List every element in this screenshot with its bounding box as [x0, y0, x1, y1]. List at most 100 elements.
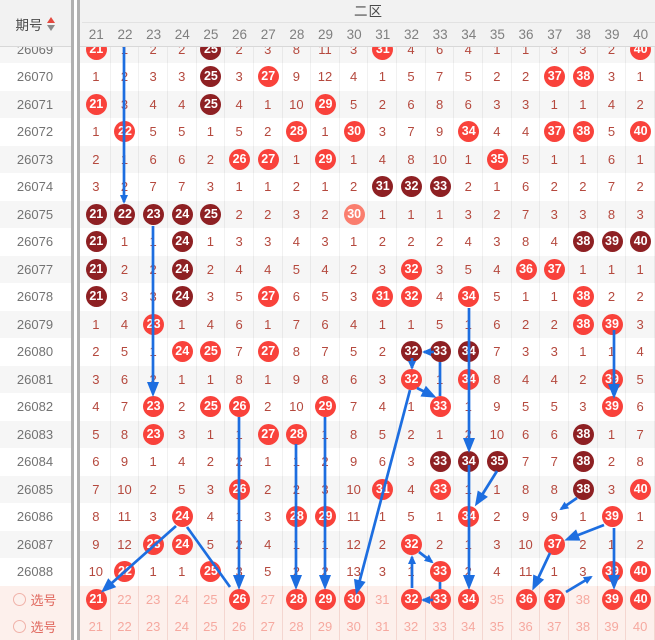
pick-cell-37[interactable]: 37: [540, 585, 570, 613]
pick-row-radio[interactable]: [13, 620, 27, 634]
ball-30[interactable]: 30: [343, 588, 365, 610]
ball-32: 32: [400, 258, 422, 280]
ball-36[interactable]: 36: [515, 588, 537, 610]
ball-dark-24: 24: [171, 231, 193, 253]
trend-cell: 3: [569, 47, 598, 63]
column-header-22: 22: [117, 27, 133, 42]
ball-25: 25: [200, 561, 222, 583]
pick-cell-25[interactable]: 25: [197, 613, 226, 640]
ball-29[interactable]: 29: [315, 588, 336, 610]
trend-cell: 4: [426, 283, 455, 311]
trend-cell: 23: [139, 420, 168, 448]
trend-cell: 38: [569, 475, 598, 503]
trend-cell: 1: [454, 145, 484, 173]
trend-cell: 3: [512, 90, 541, 118]
pick-cell-34[interactable]: 34: [454, 613, 484, 640]
pick-cell-38[interactable]: 38: [569, 585, 598, 613]
pick-cell-39[interactable]: 39: [598, 585, 627, 613]
trend-cell: 38: [569, 228, 598, 256]
ball-39[interactable]: 39: [601, 588, 623, 610]
trend-cell: 34: [454, 503, 484, 531]
pick-cell-37[interactable]: 37: [540, 613, 570, 640]
trend-cell: 2: [82, 145, 111, 173]
trend-cell: 25: [197, 200, 226, 228]
issue-label-26088: 26088: [16, 564, 54, 579]
trend-cell: 3: [168, 63, 197, 91]
pick-cell-29[interactable]: 29: [311, 613, 340, 640]
pick-cell-33[interactable]: 33: [426, 585, 455, 613]
pick-cell-28[interactable]: 28: [283, 613, 312, 640]
trend-cell: 38: [569, 63, 598, 91]
column-header-29: 29: [317, 27, 334, 42]
pick-cell-22[interactable]: 22: [111, 613, 140, 640]
pick-cell-30[interactable]: 30: [340, 613, 369, 640]
issue-column-sort-header[interactable]: 期号: [0, 0, 70, 47]
trend-cell: 35: [483, 448, 512, 476]
trend-cell: 7: [311, 338, 340, 366]
ball-39: 39: [601, 561, 623, 583]
pick-cell-32[interactable]: 32: [397, 585, 426, 613]
pick-cell-28[interactable]: 28: [283, 585, 312, 613]
pick-cell-23[interactable]: 23: [139, 585, 168, 613]
pick-cell-29[interactable]: 29: [311, 585, 340, 613]
pick-cell-35[interactable]: 35: [483, 613, 512, 640]
ball-37[interactable]: 37: [544, 588, 566, 610]
trend-cell: 1: [369, 503, 398, 531]
ball-34[interactable]: 34: [458, 588, 480, 610]
pick-cell-34[interactable]: 34: [454, 585, 484, 613]
trend-cell: 8: [311, 365, 340, 393]
ball-40[interactable]: 40: [630, 588, 652, 610]
pick-cell-25[interactable]: 25: [197, 585, 226, 613]
ball-33[interactable]: 33: [429, 588, 451, 610]
trend-cell: 21: [82, 47, 111, 63]
issue-label-26073: 26073: [16, 151, 54, 167]
trend-cell: 27: [254, 63, 283, 91]
pick-cell-33[interactable]: 33: [426, 613, 455, 640]
pick-cell-24[interactable]: 24: [168, 613, 197, 640]
trend-cell: 1: [197, 118, 226, 146]
pick-cell-31[interactable]: 31: [369, 613, 398, 640]
pick-cell-27[interactable]: 27: [254, 613, 283, 640]
pick-cell-38[interactable]: 38: [569, 613, 598, 640]
pane-splitter[interactable]: [71, 0, 80, 640]
sort-desc-icon[interactable]: [46, 24, 55, 31]
trend-cell: 7: [340, 393, 369, 421]
pick-cell-36[interactable]: 36: [512, 585, 541, 613]
ball-dark-25: 25: [200, 47, 222, 60]
pick-cell-26[interactable]: 26: [225, 613, 254, 640]
trend-cell: 8: [598, 200, 627, 228]
trend-cell: 24: [168, 255, 197, 283]
pick-cell-26[interactable]: 26: [225, 585, 254, 613]
trend-cell: 7: [626, 420, 655, 448]
pick-row-radio[interactable]: [13, 592, 27, 606]
ball-26[interactable]: 26: [229, 588, 251, 610]
pick-cell-39[interactable]: 39: [598, 613, 627, 640]
trend-cell: 4: [340, 310, 369, 338]
pick-cell-23[interactable]: 23: [139, 613, 168, 640]
trend-cell: 2: [483, 503, 512, 531]
trend-cell: 2: [82, 338, 111, 366]
pick-cell-40[interactable]: 40: [626, 613, 655, 640]
sort-asc-icon[interactable]: [46, 16, 55, 23]
ball-28: 28: [286, 121, 308, 143]
ball-29: 29: [315, 506, 336, 528]
pick-cell-36[interactable]: 36: [512, 613, 541, 640]
pick-cell-22[interactable]: 22: [111, 585, 140, 613]
ball-21[interactable]: 21: [85, 588, 107, 610]
ball-39: 39: [601, 368, 623, 390]
pick-cell-24[interactable]: 24: [168, 585, 197, 613]
ball-32[interactable]: 32: [400, 588, 422, 610]
pick-cell-31[interactable]: 31: [369, 585, 398, 613]
pick-cell-32[interactable]: 32: [397, 613, 426, 640]
pick-cell-40[interactable]: 40: [626, 585, 655, 613]
issue-label-26074: 26074: [16, 179, 54, 194]
pick-cell-27[interactable]: 27: [254, 585, 283, 613]
pick-cell-30[interactable]: 30: [340, 585, 369, 613]
pick-cell-21[interactable]: 21: [82, 585, 111, 613]
trend-cell: 2: [454, 558, 484, 586]
pick-cell-35[interactable]: 35: [483, 585, 512, 613]
trend-cell: 31: [369, 283, 398, 311]
ball-28[interactable]: 28: [286, 588, 308, 610]
pick-cell-21[interactable]: 21: [82, 613, 111, 640]
ball-26: 26: [229, 478, 251, 500]
